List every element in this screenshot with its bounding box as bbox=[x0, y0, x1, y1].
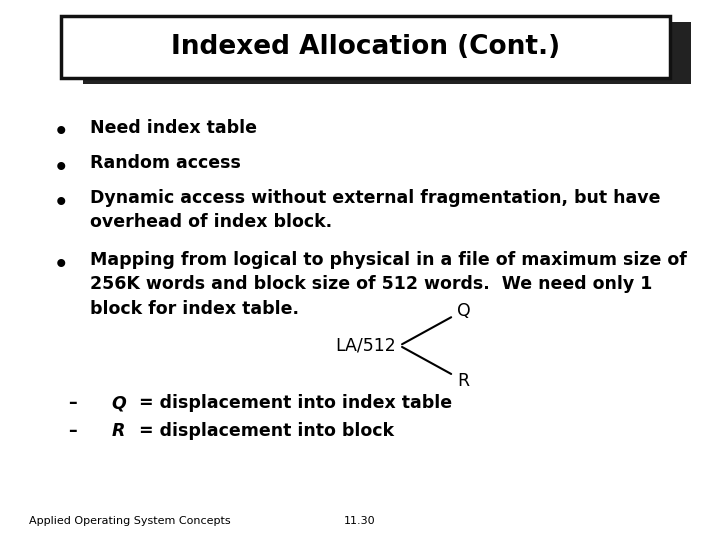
Text: Mapping from logical to physical in a file of maximum size of
256K words and blo: Mapping from logical to physical in a fi… bbox=[90, 251, 687, 318]
Text: Indexed Allocation (Cont.): Indexed Allocation (Cont.) bbox=[171, 34, 560, 60]
Text: = displacement into index table: = displacement into index table bbox=[133, 394, 452, 412]
Text: •: • bbox=[54, 254, 68, 277]
Text: –: – bbox=[68, 422, 77, 440]
Text: Q: Q bbox=[457, 301, 471, 320]
FancyBboxPatch shape bbox=[61, 16, 670, 78]
Text: = displacement into block: = displacement into block bbox=[133, 422, 395, 440]
Text: Need index table: Need index table bbox=[90, 119, 257, 137]
Text: •: • bbox=[54, 157, 68, 180]
Text: •: • bbox=[54, 122, 68, 145]
FancyBboxPatch shape bbox=[83, 22, 691, 84]
Text: •: • bbox=[54, 192, 68, 215]
Text: 11.30: 11.30 bbox=[344, 516, 376, 526]
Text: LA/512: LA/512 bbox=[336, 336, 396, 355]
Text: Random access: Random access bbox=[90, 154, 241, 172]
Text: Dynamic access without external fragmentation, but have
overhead of index block.: Dynamic access without external fragment… bbox=[90, 189, 660, 231]
Text: –: – bbox=[68, 394, 77, 412]
Text: R: R bbox=[457, 372, 469, 390]
Text: Applied Operating System Concepts: Applied Operating System Concepts bbox=[29, 516, 230, 526]
Text: R: R bbox=[112, 422, 125, 440]
Text: Q: Q bbox=[112, 394, 126, 412]
